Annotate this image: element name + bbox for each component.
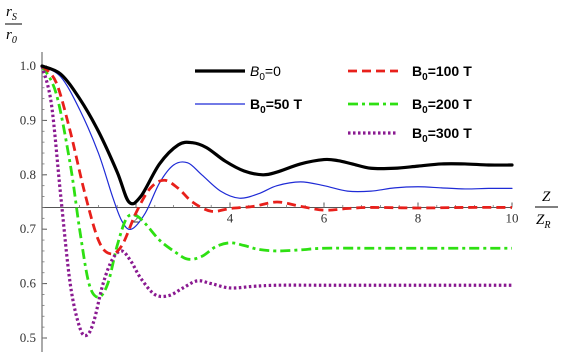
x-axis-label: Z ZR [535, 189, 558, 231]
legend-label-b50: B0=50 T [250, 96, 302, 116]
legend-item-b100: B0=100 T [348, 63, 472, 83]
legend-label-b200: B0=200 T [412, 96, 472, 116]
y-tick-label: 0.6 [20, 276, 37, 291]
series-line-b300 [40, 65, 512, 338]
series-line-b200 [40, 65, 513, 299]
series-layer [40, 64, 514, 338]
x-tick-label: 6 [321, 210, 328, 225]
x-tick-label: 10 [506, 210, 519, 225]
legend-item-b0: B0=0 [195, 63, 281, 83]
legend-item-b200: B0=200 T [348, 96, 472, 116]
x-label-denominator: ZR [536, 212, 550, 231]
series-line-b100 [40, 64, 513, 256]
y-tick-label: 0.5 [20, 330, 36, 345]
y-label-denominator: r0 [6, 27, 17, 46]
legend-label-b100: B0=100 T [412, 63, 472, 83]
x-tick-label: 2 [133, 210, 140, 225]
y-tick-label: 1.0 [20, 58, 36, 73]
y-tick-label: 0.7 [20, 221, 37, 236]
x-label-numerator: Z [542, 189, 551, 205]
y-tick-label: 0.8 [20, 167, 36, 182]
y-label-numerator: rS [6, 4, 17, 23]
legend-label-b300: B0=300 T [412, 125, 472, 145]
legend: B0=0 B0=100 T B0=50 T B0=200 T B0=300 T [195, 63, 472, 145]
series-line-b0 [40, 64, 514, 206]
y-axis-label: rS r0 [5, 4, 22, 46]
x-tick-label: 8 [415, 210, 422, 225]
y-tick-label: 0.9 [20, 112, 36, 127]
legend-item-b50: B0=50 T [195, 96, 302, 116]
legend-item-b300: B0=300 T [348, 125, 472, 145]
x-tick-label: 4 [227, 210, 234, 225]
series-line-b50 [41, 65, 513, 231]
axes: 1.0 0.9 0.8 0.7 0.6 0.5 2 4 6 8 10 [20, 52, 519, 352]
legend-label-b0: B0=0 [250, 63, 281, 83]
